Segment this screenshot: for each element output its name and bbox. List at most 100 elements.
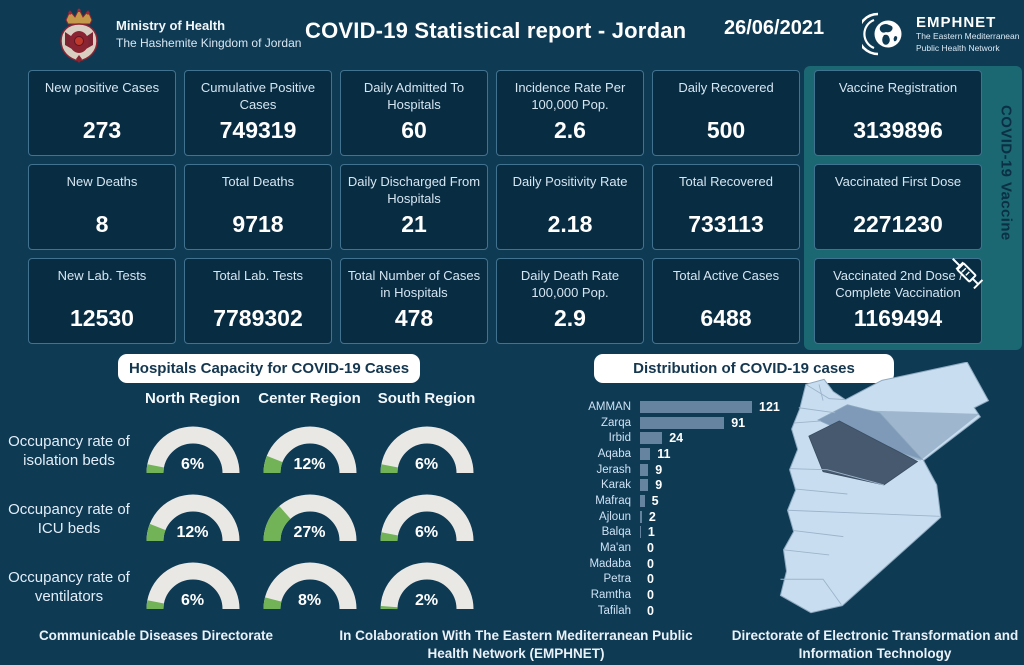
stat-card-label: New Lab. Tests (57, 268, 147, 283)
stat-card-value: 500 (706, 117, 746, 143)
bar-rect (640, 479, 649, 492)
stat-card: Daily Death Rate 100,000 Pop. 2.9 (496, 258, 644, 344)
stat-card: Vaccinated 2nd Dose / Complete Vaccinati… (814, 258, 982, 344)
stat-card-label: Total Recovered (679, 174, 773, 189)
bar-row: Ajloun 2 (556, 509, 780, 525)
gauge-value: 12% (293, 456, 326, 473)
ministry-title-block: Ministry of Health The Hashemite Kingdom… (116, 17, 301, 51)
stat-card: Cumulative Positive Cases 749319 (184, 70, 332, 156)
kpi-card-grid: New positive Cases 273 Cumulative Positive… (28, 70, 800, 344)
stat-card-label: Total Lab. Tests (212, 268, 304, 283)
stat-card: New positive Cases 273 (28, 70, 176, 156)
bar-value-label: 5 (651, 493, 659, 508)
gauge-value: 8% (297, 592, 322, 609)
gauge-arc (263, 426, 356, 474)
gauge: 27% (251, 480, 368, 548)
page-title: COVID-19 Statistical report - Jordan (305, 18, 687, 43)
stat-card-label: Daily Recovered (678, 80, 774, 95)
bar-category-label: Aqaba (597, 447, 631, 460)
gauge-value: 6% (414, 456, 439, 473)
bar-row: Tafilah 0 (556, 603, 780, 619)
region-label-north: North Region (145, 390, 240, 407)
emphnet-subtitle-1: The Eastern Mediterranean (916, 31, 1020, 42)
stat-card-value: 749319 (219, 117, 297, 143)
bar-value-label: 2 (648, 509, 656, 524)
bar-value-label: 11 (657, 446, 671, 461)
gauge-arc (380, 562, 473, 610)
report-date: 26/06/2021 (724, 17, 825, 39)
bar-row: Aqaba 11 (556, 446, 780, 462)
stat-card-value: 8 (95, 211, 109, 237)
gauge: 6% (368, 412, 485, 480)
bar-value-label: 1 (647, 525, 655, 540)
bar-rect (640, 494, 645, 507)
bar-rect (640, 416, 725, 429)
footer-collaboration: In Colaboration With The Eastern Mediter… (339, 628, 693, 662)
bar-value-label: 0 (647, 572, 654, 587)
bar-rect (640, 447, 651, 460)
footer-communicable-diseases: Communicable Diseases Directorate (38, 628, 274, 643)
bar-category-label: Mafraq (595, 494, 631, 507)
bar-rect (640, 400, 752, 413)
stat-card-label: Total Active Cases (672, 268, 780, 283)
stat-card-label: New positive Cases (44, 80, 160, 95)
bar-value-label: 0 (647, 603, 654, 618)
stat-card-label: Total Deaths (221, 174, 295, 189)
bar-category-label: Jerash (596, 463, 631, 476)
stat-card-value: 1169494 (853, 305, 943, 331)
bar-category-label: Balqa (601, 526, 631, 539)
ministry-subtitle: The Hashemite Kingdom of Jordan (116, 35, 302, 50)
gauge-value: 6% (180, 592, 205, 609)
bar-value-label: 9 (655, 478, 663, 493)
emphnet-logo-block: EMPHNET The Eastern Mediterranean Public… (862, 11, 1019, 57)
stat-card-value: 9718 (232, 211, 284, 237)
gauge-value: 2% (414, 592, 439, 609)
bar-category-label: Irbid (608, 432, 631, 445)
distribution-title: Distribution of COVID-19 cases (594, 354, 894, 383)
stat-card-value: 3139896 (853, 117, 943, 143)
stat-card-value: 21 (401, 211, 427, 237)
stat-card-label: Daily Positivity Rate (512, 174, 628, 189)
gauge-grid: Occupancy rate of isolation beds 6% 12% 6% O… (4, 412, 485, 616)
gauge: 8% (251, 548, 368, 616)
stat-card-label: Daily Death Rate 100,000 Pop. (520, 268, 620, 300)
vaccine-side-strip: COVID-19 Vaccine (990, 66, 1022, 350)
stat-card-label: Daily Admitted To Hospitals (363, 80, 465, 112)
bar-category-label: Petra (603, 573, 632, 586)
gauge: 2% (368, 548, 485, 616)
stat-card-value: 12530 (70, 305, 134, 331)
stat-card-value: 60 (401, 117, 427, 143)
stat-card: Daily Positivity Rate 2.18 (496, 164, 644, 250)
stat-card-value: 478 (394, 305, 434, 331)
bar-category-label: Tafilah (597, 604, 631, 617)
vaccine-card-list: Vaccine Registration 3139896 Vaccinated Fi… (814, 70, 982, 344)
bar-category-label: Ajloun (599, 510, 631, 523)
bar-category-label: Ma'an (600, 542, 631, 555)
stat-card: Daily Admitted To Hospitals 60 (340, 70, 488, 156)
bar-value-label: 91 (731, 415, 746, 430)
bar-category-label: Madaba (589, 557, 631, 570)
stat-card-label: New Deaths (66, 174, 138, 189)
bar-row: Ramtha 0 (556, 587, 780, 603)
bar-row: Zarqa 91 (556, 415, 780, 431)
gauge-row-label: Occupancy rate of isolation beds (8, 432, 130, 470)
stat-card-value: 2.6 (554, 117, 586, 143)
stat-card: Daily Discharged From Hospitals 21 (340, 164, 488, 250)
gauge-arc (380, 426, 473, 474)
stat-card: New Lab. Tests 12530 (28, 258, 176, 344)
stat-card: Vaccinated First Dose 2271230 (814, 164, 982, 250)
gauge-arc (146, 426, 239, 474)
bar-row: Petra 0 (556, 572, 780, 588)
stat-card: Total Lab. Tests 7789302 (184, 258, 332, 344)
syringe-icon (952, 258, 984, 290)
bar-value-label: 24 (669, 431, 684, 446)
bar-category-label: Karak (600, 479, 631, 492)
bar-value-label: 0 (647, 541, 654, 556)
bar-rect (640, 463, 649, 476)
stat-card: Incidence Rate Per 100,000 Pop. 2.6 (496, 70, 644, 156)
stat-card-value: 733113 (688, 211, 764, 237)
gauge-row-label: Occupancy rate of ventilators (8, 568, 130, 606)
stat-card: Total Deaths 9718 (184, 164, 332, 250)
stat-card-label: Vaccinated 2nd Dose / Complete Vaccinati… (833, 268, 963, 300)
